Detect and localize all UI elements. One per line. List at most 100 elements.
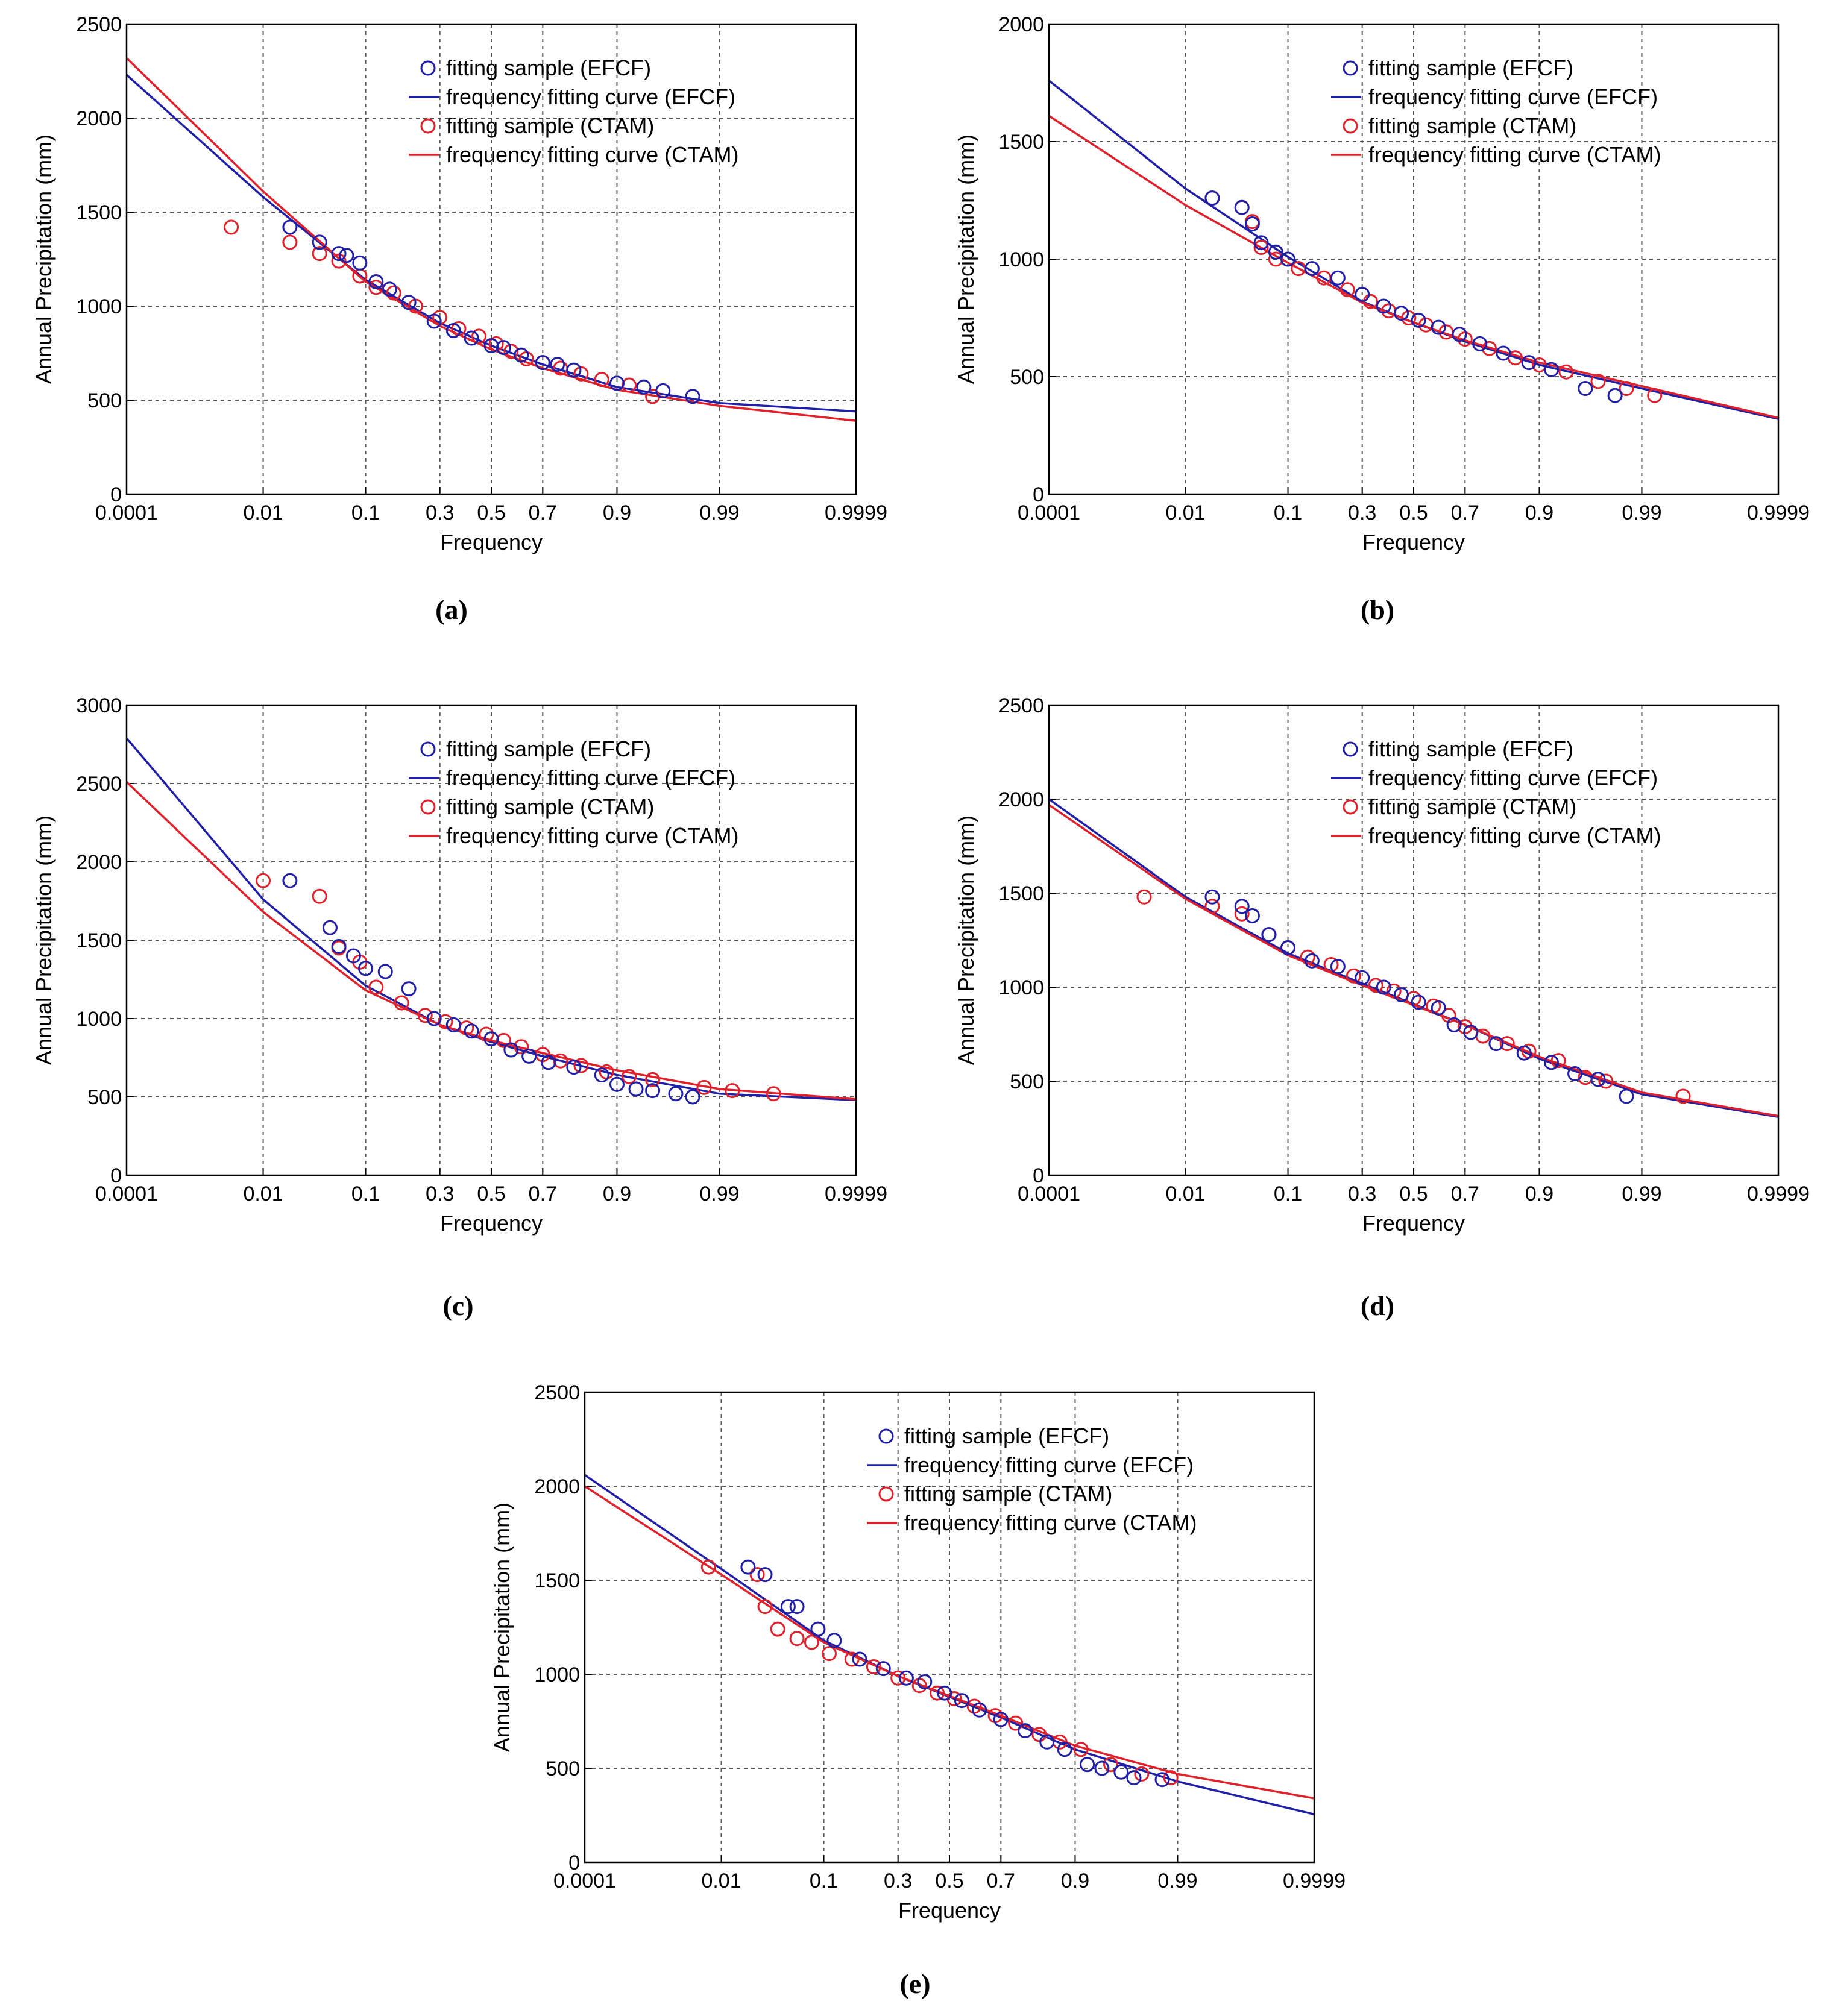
sample-point-efcf [1234, 899, 1250, 914]
y-tick-label: 0 [1033, 1164, 1044, 1187]
sample-point-efcf [1057, 1742, 1072, 1757]
x-tick-label: 0.01 [1165, 501, 1205, 524]
sample-point-ctam [386, 285, 401, 301]
legend-label: frequency fitting curve (CTAM) [904, 1510, 1197, 1535]
sample-point-efcf [609, 1076, 625, 1092]
sample-point-efcf [1330, 270, 1346, 286]
y-tick-label: 2000 [76, 851, 122, 874]
sample-point-efcf [780, 1599, 796, 1615]
legend-label: frequency fitting curve (EFCF) [904, 1452, 1194, 1477]
sample-point-ctam [1675, 1088, 1691, 1104]
sample-point-ctam [1647, 388, 1663, 403]
sample-point-efcf [993, 1712, 1009, 1727]
legend-label: fitting sample (CTAM) [904, 1481, 1112, 1506]
sample-point-ctam [696, 1079, 712, 1095]
sample-point-efcf [1204, 889, 1220, 905]
sample-point-ctam [1368, 978, 1383, 993]
plot-frame [1048, 23, 1780, 495]
x-tick-label: 0.01 [1165, 1182, 1205, 1205]
x-tick-label: 0.0001 [553, 1870, 616, 1892]
x-axis-label: Frequency [440, 1211, 543, 1236]
sample-point-efcf [1394, 987, 1409, 1002]
sample-point-efcf [685, 389, 700, 404]
y-tick-label: 1500 [76, 929, 122, 952]
legend-label: fitting sample (EFCF) [1368, 55, 1573, 80]
plot-area: 0.0001 0.01 0.1 0.3 0.5 0.7 0.9 0.99 0.9999 0 500 1… [76, 694, 887, 1205]
chart-d: 0.0001 0.01 0.1 0.3 0.5 0.7 0.9 0.99 0.9999 0 500 1… [954, 694, 1810, 1236]
sample-point-efcf [1113, 1764, 1129, 1780]
y-tick-label: 500 [1010, 1070, 1044, 1093]
sample-point-ctam [438, 1014, 453, 1029]
sample-point-efcf [1516, 1045, 1532, 1061]
x-tick-label: 0.9999 [1283, 1870, 1346, 1892]
x-tick-label: 0.7 [1451, 501, 1479, 524]
legend-marker [878, 1486, 894, 1502]
plot-area: 0.0001 0.01 0.1 0.3 0.5 0.7 0.9 0.99 0.9999 0 500 1… [998, 13, 1810, 524]
sample-point-ctam [1136, 889, 1152, 905]
x-tick-label: 0.5 [1399, 1182, 1428, 1205]
sample-point-ctam [1008, 1715, 1024, 1731]
curve-ctam [584, 1485, 1315, 1800]
legend-marker [1343, 60, 1358, 76]
x-tick-label: 0.3 [426, 501, 454, 524]
x-tick-label: 0.0001 [1018, 1182, 1080, 1205]
caption-d: (d) [1360, 1290, 1395, 1321]
sample-point-ctam [1300, 949, 1315, 965]
sample-point-efcf [339, 248, 354, 263]
sample-point-ctam [224, 219, 239, 235]
sample-point-ctam [770, 1621, 785, 1637]
legend-marker [420, 60, 436, 76]
sample-point-efcf [1376, 979, 1391, 995]
sample-point-efcf [609, 375, 625, 391]
y-axis-label: Annual Precipitation (mm) [954, 815, 978, 1065]
y-axis-label: Annual Precipitation (mm) [31, 815, 56, 1065]
sample-point-ctam [1031, 1727, 1047, 1742]
legend-marker [878, 1428, 894, 1444]
sample-point-efcf [1488, 1036, 1504, 1052]
y-tick-label: 2500 [998, 694, 1044, 717]
legend: fitting sample (EFCF) frequency fitting c… [1331, 736, 1661, 848]
sample-point-ctam [479, 1026, 494, 1042]
sample-point-ctam [821, 1646, 837, 1662]
sample-point-efcf [1472, 336, 1488, 351]
x-tick-label: 0.0001 [95, 1182, 158, 1205]
sample-point-efcf [1080, 1757, 1095, 1773]
legend-label: fitting sample (EFCF) [904, 1424, 1109, 1448]
sample-point-efcf [954, 1693, 969, 1709]
sample-point-efcf [1619, 1088, 1634, 1104]
x-tick-label: 0.1 [1274, 1182, 1302, 1205]
sample-point-ctam [1482, 341, 1497, 356]
sample-point-efcf [331, 246, 347, 262]
panel-c: 0.0001 0.01 0.1 0.3 0.5 0.7 0.9 0.99 0.9999 0 500 1… [0, 681, 904, 1260]
sample-point-efcf [1039, 1734, 1055, 1750]
panel-e: 0.0001 0.01 0.1 0.3 0.5 0.7 0.9 0.99 0.9999 0 500 1… [458, 1368, 1362, 1947]
y-tick-label: 500 [546, 1757, 580, 1780]
sample-point-ctam [766, 1086, 781, 1102]
y-tick-label: 2000 [998, 788, 1044, 811]
sample-point-efcf [503, 1042, 519, 1058]
caption-e: (e) [899, 1968, 931, 1999]
legend-label: frequency fitting curve (CTAM) [446, 142, 738, 167]
sample-point-ctam [417, 1008, 433, 1023]
y-tick-label: 1000 [76, 295, 122, 318]
sample-point-efcf [789, 1599, 805, 1615]
x-tick-label: 0.5 [1399, 501, 1428, 524]
legend: fitting sample (EFCF) frequency fitting c… [1331, 55, 1661, 167]
legend-label: fitting sample (CTAM) [1368, 113, 1576, 138]
plot-area: 0.0001 0.01 0.1 0.3 0.5 0.7 0.9 0.99 0.9999 0 500 1… [76, 13, 887, 524]
sample-point-ctam [256, 873, 271, 888]
x-tick-label: 0.5 [477, 1182, 505, 1205]
sample-point-efcf [1244, 908, 1260, 923]
sample-point-efcf [1018, 1723, 1033, 1739]
caption-c: (c) [442, 1290, 474, 1321]
plot-area: 0.0001 0.01 0.1 0.3 0.5 0.7 0.9 0.99 0.9999 0 500 1… [534, 1381, 1346, 1892]
sample-point-efcf [464, 1023, 479, 1039]
panel-b: 0.0001 0.01 0.1 0.3 0.5 0.7 0.9 0.99 0.9999 0 500 1… [922, 0, 1827, 579]
sample-point-efcf [514, 347, 529, 363]
sample-point-efcf [483, 1031, 499, 1047]
legend-label: fitting sample (CTAM) [446, 113, 654, 138]
y-tick-label: 0 [568, 1851, 580, 1874]
x-tick-label: 0.7 [529, 501, 557, 524]
sample-point-ctam [645, 1072, 661, 1087]
sample-point-efcf [1355, 287, 1370, 302]
